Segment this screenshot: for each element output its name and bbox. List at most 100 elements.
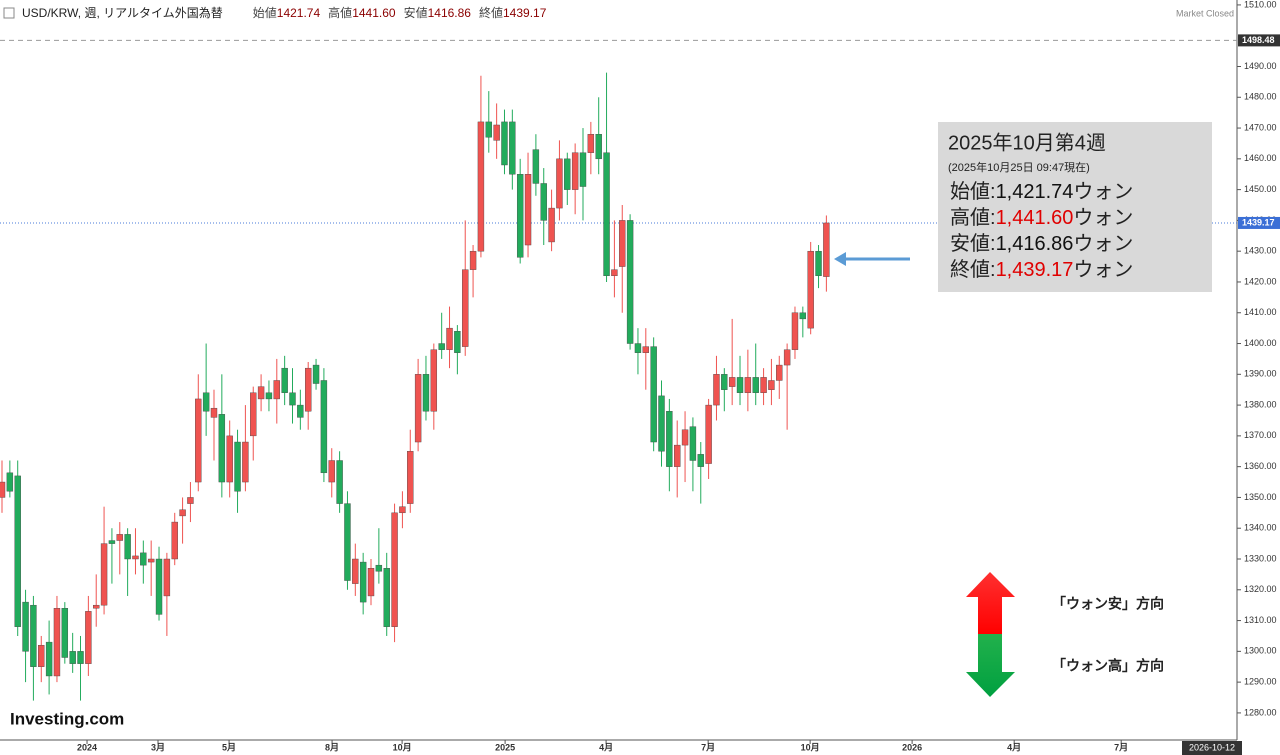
crosshair-date: 2026-10-12 xyxy=(1189,742,1235,752)
candle-body xyxy=(375,564,383,572)
candle-body xyxy=(93,604,100,609)
candle-body xyxy=(595,134,602,160)
candle-body xyxy=(359,561,367,603)
header-value: 1421.74 xyxy=(277,6,321,20)
candle-body xyxy=(603,152,610,277)
y-tick-label: 1400.00 xyxy=(1244,338,1277,348)
candle-body xyxy=(768,380,775,390)
annotation-name: 始値: xyxy=(950,180,996,203)
candle-body xyxy=(721,374,728,390)
candle-body xyxy=(407,451,414,504)
y-tick-label: 1380.00 xyxy=(1244,399,1277,409)
candle-body xyxy=(485,121,492,138)
candle-body xyxy=(728,377,736,387)
y-tick-label: 1510.00 xyxy=(1244,0,1277,9)
high-label: 1498.48 xyxy=(1242,35,1275,45)
candle-body xyxy=(626,220,634,344)
header-value: 1441.60 xyxy=(352,6,396,20)
candle-body xyxy=(493,124,500,141)
candle-body xyxy=(218,414,226,483)
annotation-subtitle: (2025年10月25日 09:47現在) xyxy=(948,160,1090,174)
candle-body xyxy=(257,386,265,400)
annotation-line: 始値:1,421.74ウォン xyxy=(950,180,1133,203)
candle-body xyxy=(540,183,547,221)
candle-body xyxy=(179,509,186,517)
y-tick-label: 1330.00 xyxy=(1244,553,1277,563)
last-price-label: 1439.17 xyxy=(1242,217,1275,227)
candle-body xyxy=(438,343,445,350)
header-name: 始値 xyxy=(253,5,277,20)
candle-body xyxy=(509,121,516,175)
candle-body xyxy=(454,331,461,353)
pointer-arrowhead xyxy=(834,252,846,266)
candle-body xyxy=(69,651,76,664)
candle-body xyxy=(666,411,673,467)
candle-body xyxy=(619,220,626,267)
up-arrow xyxy=(966,572,1015,634)
candle-body xyxy=(658,395,665,452)
candle-body xyxy=(85,611,92,664)
candle-body xyxy=(556,158,563,209)
candle-body xyxy=(320,380,328,474)
y-tick-label: 1480.00 xyxy=(1244,92,1277,102)
y-tick-label: 1360.00 xyxy=(1244,461,1277,471)
annotation-value: 1,441.60 xyxy=(996,207,1074,229)
brand: Investing.com xyxy=(10,709,124,728)
x-tick-label: 3月 xyxy=(151,742,165,752)
candle-body xyxy=(273,380,280,400)
candle-body xyxy=(0,481,6,498)
collapse-icon[interactable] xyxy=(3,7,15,19)
annotation-name: 終値: xyxy=(950,258,996,281)
candle-body xyxy=(140,552,147,566)
annotation-name: 高値: xyxy=(950,206,996,229)
y-tick-label: 1420.00 xyxy=(1244,276,1277,286)
candle-body xyxy=(736,377,744,393)
header-value: 1439.17 xyxy=(503,6,547,20)
candle-body xyxy=(297,404,304,418)
candle-body xyxy=(53,608,61,677)
candle-body xyxy=(289,392,296,406)
candle-body xyxy=(132,555,139,560)
candle-body xyxy=(336,460,343,504)
annotation-unit: ウォン xyxy=(1073,207,1133,229)
candle-body xyxy=(265,392,273,400)
candle-body xyxy=(783,349,791,366)
candle-body xyxy=(689,426,697,461)
candle-body xyxy=(524,174,532,246)
candle-body xyxy=(45,641,53,677)
header-value: 1416.86 xyxy=(428,6,472,20)
candle-body xyxy=(77,651,84,664)
y-tick-label: 1340.00 xyxy=(1244,523,1277,533)
candle-body xyxy=(469,250,477,270)
y-tick-label: 1390.00 xyxy=(1244,369,1277,379)
candle-body xyxy=(446,327,453,350)
y-tick-label: 1320.00 xyxy=(1244,584,1277,594)
candle-body xyxy=(791,312,799,350)
candle-body xyxy=(516,174,524,258)
candle-body xyxy=(422,374,430,412)
x-tick-label: 7月 xyxy=(701,742,715,752)
y-tick-label: 1310.00 xyxy=(1244,615,1277,625)
candle-body xyxy=(760,377,767,393)
candle-body xyxy=(611,269,618,277)
y-tick-label: 1290.00 xyxy=(1244,677,1277,687)
candle-body xyxy=(108,540,116,544)
y-tick-label: 1300.00 xyxy=(1244,646,1277,656)
candle-body xyxy=(744,377,752,393)
candle-body xyxy=(752,377,759,393)
candle-body xyxy=(234,441,241,492)
annotation-box xyxy=(938,122,1212,292)
x-tick-label: 7月 xyxy=(1114,742,1128,752)
direction-down-label: 「ウォン高」方向 xyxy=(1052,658,1164,674)
candle-body xyxy=(195,398,202,483)
candle-body xyxy=(681,429,689,446)
x-tick-label: 2024 xyxy=(77,742,97,752)
candle-body xyxy=(776,364,783,381)
candle-body xyxy=(799,312,807,320)
annotation-unit: ウォン xyxy=(1073,259,1133,281)
candle-body xyxy=(61,608,69,658)
x-tick-label: 2026 xyxy=(902,742,922,752)
y-tick-label: 1410.00 xyxy=(1244,307,1277,317)
x-tick-label: 2025 xyxy=(495,742,515,752)
candle-body xyxy=(30,604,37,667)
